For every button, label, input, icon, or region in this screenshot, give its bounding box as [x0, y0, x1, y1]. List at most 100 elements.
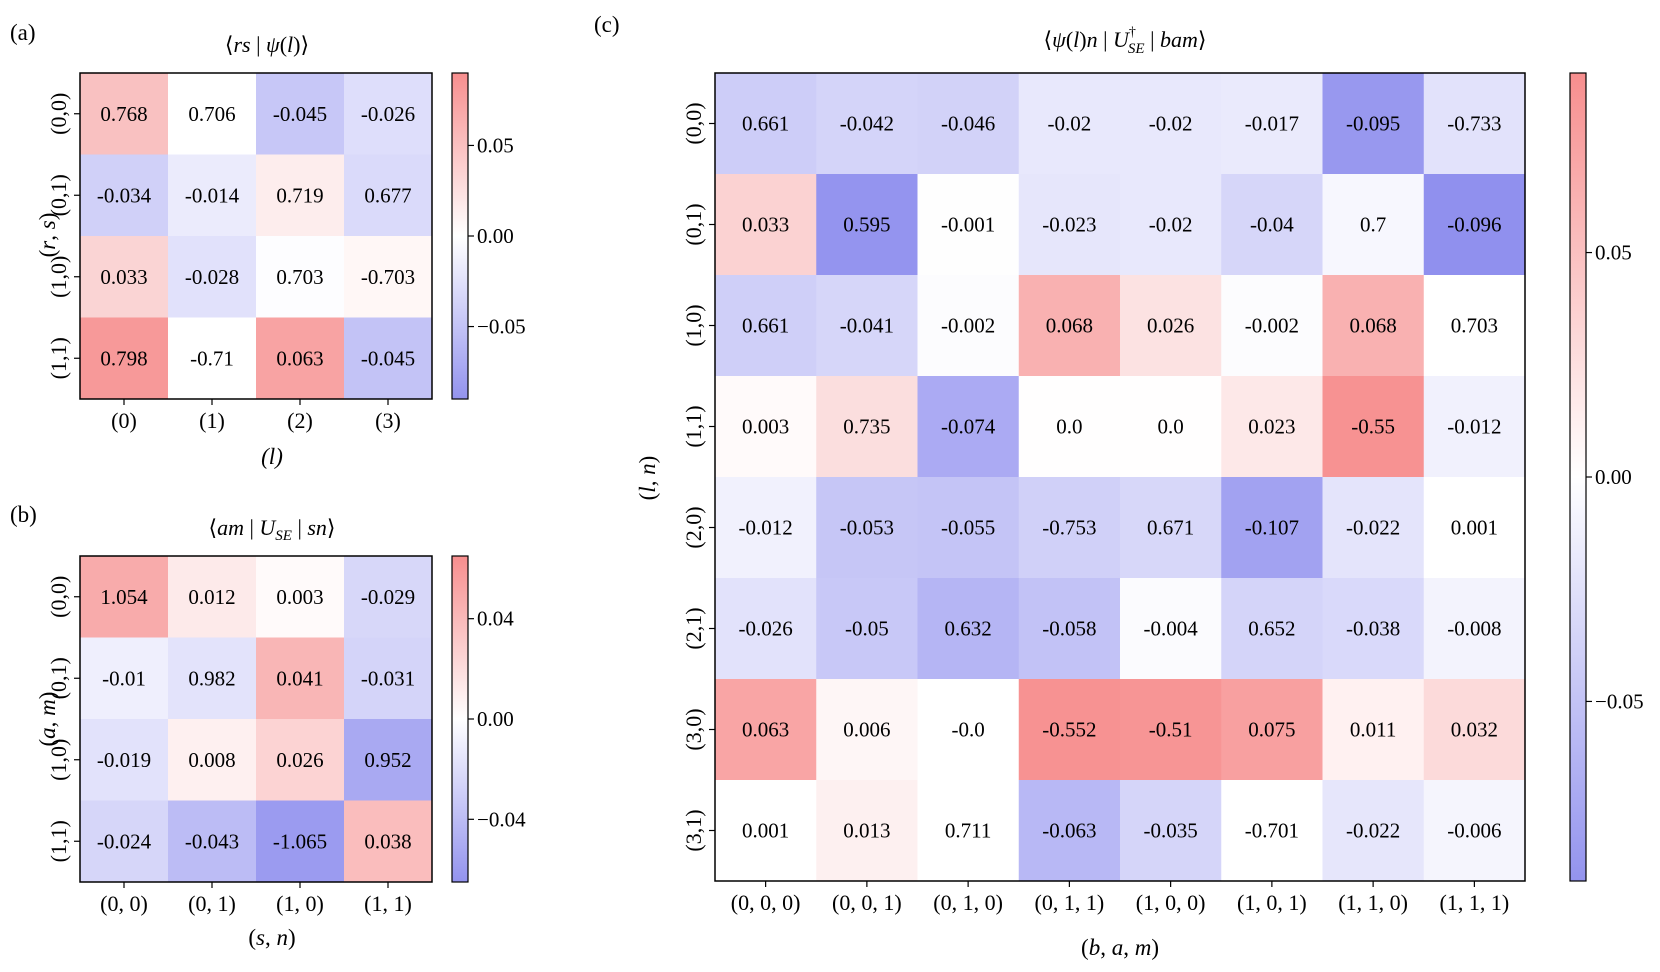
- cell-value-label: 0.703: [1451, 314, 1498, 338]
- heatmap-cell: [1120, 578, 1222, 680]
- x-tick-label: (2): [287, 408, 313, 433]
- cell-value-label: 0.026: [276, 748, 323, 772]
- heatmap-cell: [917, 73, 1020, 175]
- cell-value-label: 0.952: [364, 748, 411, 772]
- cell-value-label: -0.753: [1042, 516, 1096, 540]
- cell-value-label: -0.053: [840, 516, 894, 540]
- heatmap-cell: [344, 236, 433, 318]
- colorbar-gradient: [451, 72, 469, 400]
- y-tick-label: (0,0): [46, 576, 71, 618]
- heatmap-cell: [168, 719, 257, 801]
- heatmap-cell: [80, 637, 169, 720]
- cell-value-label: -0.063: [1042, 819, 1096, 843]
- cell-value-label: -0.107: [1245, 516, 1299, 540]
- cell-value-label: 0.706: [188, 102, 235, 126]
- heatmap-cell: [917, 376, 1020, 478]
- cell-value-label: -0.002: [1245, 314, 1299, 338]
- x-tick-label: (0, 0, 1): [832, 890, 902, 915]
- cell-value-label: -0.733: [1447, 112, 1501, 136]
- x-tick-label: (1, 0): [276, 891, 324, 916]
- cell-value-label: -0.029: [361, 585, 415, 609]
- colorbar-c: 0.05 0.00 −0.05: [1569, 72, 1644, 882]
- heatmap-cell: [1018, 376, 1121, 478]
- heatmap-cell: [1322, 477, 1425, 579]
- heatmap-cell: [168, 73, 257, 155]
- colorbar-tick-label: −0.05: [1595, 689, 1644, 713]
- heatmap-cell: [1221, 477, 1323, 579]
- cell-value-label: -0.045: [361, 346, 415, 370]
- heatmap-c-x-ticks: (0, 0, 0) (0, 0, 1) (0, 1, 0) (0, 1, 1) (1, …: [731, 881, 1509, 915]
- x-tick-label: (1, 1, 1): [1440, 890, 1510, 915]
- heatmap-cell: [1120, 780, 1222, 882]
- heatmap-cell: [816, 578, 918, 680]
- x-tick-label: (0): [111, 408, 137, 433]
- heatmap-cell: [168, 637, 257, 720]
- cell-value-label: -0.017: [1245, 112, 1299, 136]
- cell-value-label: 0.711: [945, 819, 991, 843]
- cell-value-label: 0.038: [364, 829, 411, 853]
- colorbar-tick-label: 0.00: [477, 224, 514, 248]
- heatmap-cell: [917, 477, 1020, 579]
- heatmap-cell: [344, 154, 433, 237]
- heatmap-b-x-ticks: (0, 0) (0, 1) (1, 0) (1, 1): [100, 882, 412, 916]
- heatmap-cell: [1120, 477, 1222, 579]
- heatmap-cell: [816, 477, 918, 579]
- heatmap-cell: [1018, 578, 1121, 680]
- heatmap-cell: [1120, 73, 1222, 175]
- cell-value-label: 0.075: [1248, 718, 1295, 742]
- cell-value-label: 0.7: [1360, 213, 1386, 237]
- y-tick-label: (3,0): [681, 708, 706, 750]
- cell-value-label: -0.022: [1346, 819, 1400, 843]
- heatmap-cell: [715, 376, 817, 478]
- cell-value-label: -0.012: [1447, 415, 1501, 439]
- panel-a-x-axis-label: (l): [261, 444, 283, 469]
- heatmap-a-grid: 0.768 0.706 -0.045 -0.026 -0.034 -0.014 0.719 0…: [80, 73, 433, 400]
- cell-value-label: 0.719: [276, 183, 323, 207]
- cell-value-label: -0.02: [1149, 112, 1193, 136]
- colorbar-gradient: [451, 555, 469, 883]
- panel-c-title: ⟨ψ(l)n | U† SE | bam⟩: [1044, 25, 1207, 57]
- colorbar-tick-label: −0.05: [477, 315, 526, 339]
- heatmap-cell: [816, 780, 918, 882]
- heatmap-cell: [715, 780, 817, 882]
- heatmap-cell: [1423, 679, 1526, 781]
- cell-value-label: 0.033: [100, 265, 147, 289]
- heatmap-b-grid: 1.054 0.012 0.003 -0.029 -0.01 0.982 0.041 -0.0…: [80, 556, 433, 883]
- x-tick-label: (1, 0, 0): [1136, 890, 1206, 915]
- y-tick-label: (0,1): [46, 657, 71, 699]
- panel-b-y-axis-label: (a, m): [35, 692, 60, 747]
- heatmap-cell: [1221, 376, 1323, 478]
- cell-value-label: 0.798: [100, 346, 147, 370]
- cell-value-label: -0.095: [1346, 112, 1400, 136]
- heatmap-cell: [1322, 73, 1425, 175]
- heatmap-cell: [1322, 780, 1425, 882]
- cell-value-label: -0.024: [97, 829, 152, 853]
- heatmap-cell: [917, 679, 1020, 781]
- heatmap-cell: [1120, 275, 1222, 377]
- heatmap-c-grid: 0.661 -0.042 -0.046 -0.02 -0.02 -0.017 -0.095 -…: [715, 73, 1526, 882]
- heatmap-cell: [1322, 174, 1425, 276]
- heatmap-cell: [344, 556, 433, 638]
- heatmap-cell: [1018, 174, 1121, 276]
- heatmap-cell: [256, 719, 345, 801]
- x-tick-label: (1, 1, 0): [1338, 890, 1408, 915]
- x-tick-label: (0, 1): [188, 891, 236, 916]
- heatmap-cell: [344, 73, 433, 155]
- heatmap-cell: [715, 73, 817, 175]
- heatmap-cell: [917, 174, 1020, 276]
- heatmap-cell: [715, 477, 817, 579]
- colorbar-tick-label: 0.00: [477, 707, 514, 731]
- cell-value-label: -1.065: [273, 829, 327, 853]
- y-tick-label: (2,0): [681, 506, 706, 548]
- cell-value-label: 0.0: [1056, 415, 1082, 439]
- heatmap-cell: [917, 578, 1020, 680]
- cell-value-label: -0.05: [845, 617, 889, 641]
- cell-value-label: -0.01: [102, 666, 146, 690]
- heatmap-cell: [256, 154, 345, 237]
- y-tick-label: (3,1): [681, 809, 706, 851]
- heatmap-cell: [168, 317, 257, 400]
- cell-value-label: -0.028: [185, 265, 239, 289]
- cell-value-label: 0.006: [843, 718, 890, 742]
- heatmap-cell: [80, 317, 169, 400]
- y-tick-label: (0,0): [46, 93, 71, 135]
